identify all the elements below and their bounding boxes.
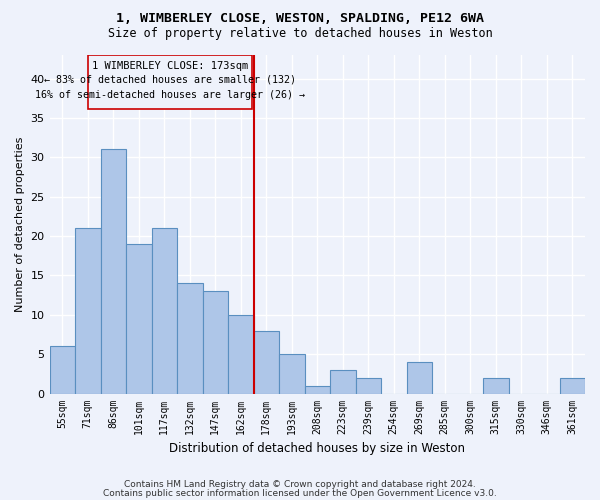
X-axis label: Distribution of detached houses by size in Weston: Distribution of detached houses by size … [169,442,465,455]
FancyBboxPatch shape [88,55,252,108]
Text: Contains HM Land Registry data © Crown copyright and database right 2024.: Contains HM Land Registry data © Crown c… [124,480,476,489]
Bar [152,228,177,394]
Bar [305,386,330,394]
Text: Size of property relative to detached houses in Weston: Size of property relative to detached ho… [107,28,493,40]
Bar [203,291,228,394]
Bar [126,244,152,394]
Bar [177,284,203,394]
Bar [75,228,101,394]
Bar [407,362,432,394]
Text: 1, WIMBERLEY CLOSE, WESTON, SPALDING, PE12 6WA: 1, WIMBERLEY CLOSE, WESTON, SPALDING, PE… [116,12,484,26]
Text: ← 83% of detached houses are smaller (132): ← 83% of detached houses are smaller (13… [44,74,296,85]
Bar [356,378,381,394]
Bar [560,378,585,394]
Text: 16% of semi-detached houses are larger (26) →: 16% of semi-detached houses are larger (… [35,90,305,100]
Text: Contains public sector information licensed under the Open Government Licence v3: Contains public sector information licen… [103,488,497,498]
Bar [101,150,126,394]
Bar [330,370,356,394]
Text: 1 WIMBERLEY CLOSE: 173sqm: 1 WIMBERLEY CLOSE: 173sqm [92,60,248,70]
Bar [483,378,509,394]
Bar [50,346,75,394]
Bar [228,315,254,394]
Bar [279,354,305,394]
Y-axis label: Number of detached properties: Number of detached properties [15,136,25,312]
Bar [254,330,279,394]
